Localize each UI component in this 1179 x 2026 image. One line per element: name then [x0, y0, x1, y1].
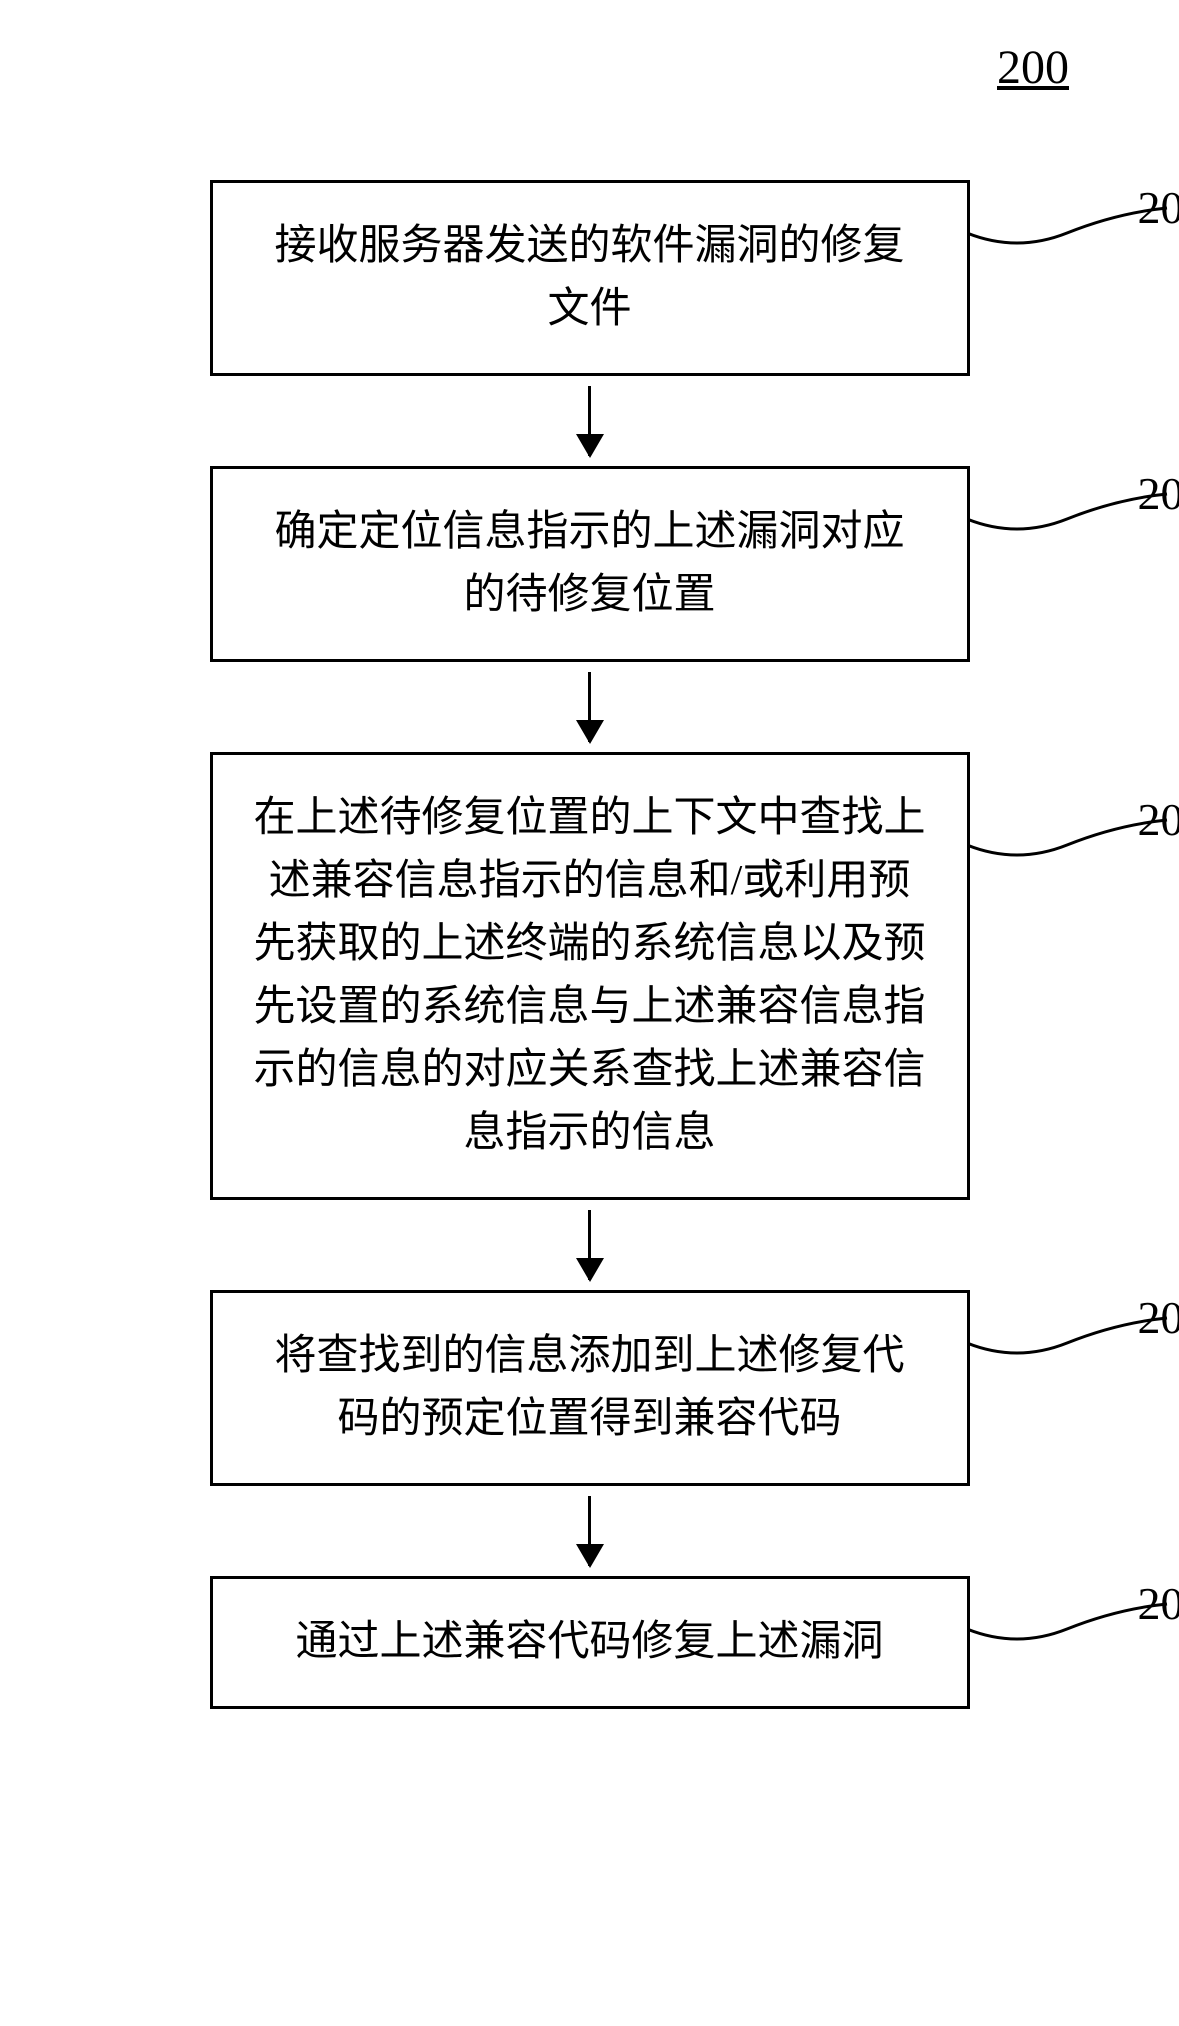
flow-step-205: 通过上述兼容代码修复上述漏洞 205: [210, 1576, 970, 1709]
flowchart: 接收服务器发送的软件漏洞的修复文件 201 确定定位信息指示的上述漏洞对应的待修…: [60, 180, 1119, 1709]
step-label: 204: [1138, 1283, 1179, 1352]
flow-step-202: 确定定位信息指示的上述漏洞对应的待修复位置 202: [210, 466, 970, 662]
flow-step-203: 在上述待修复位置的上下文中查找上述兼容信息指示的信息和/或利用预先获取的上述终端…: [210, 752, 970, 1200]
arrow-down-icon: [588, 672, 591, 742]
step-label: 205: [1138, 1569, 1179, 1638]
diagram-id-title: 200: [997, 40, 1069, 95]
arrow-down-icon: [588, 1496, 591, 1566]
flow-step-204: 将查找到的信息添加到上述修复代码的预定位置得到兼容代码 204: [210, 1290, 970, 1486]
arrow-connector: [588, 1200, 591, 1290]
flow-step-text: 通过上述兼容代码修复上述漏洞: [295, 1619, 883, 1665]
flow-step-text: 接收服务器发送的软件漏洞的修复文件: [274, 223, 904, 332]
step-label: 202: [1138, 459, 1179, 528]
arrow-down-icon: [588, 386, 591, 456]
arrow-down-icon: [588, 1210, 591, 1280]
flow-step-text: 在上述待修复位置的上下文中查找上述兼容信息指示的信息和/或利用预先获取的上述终端…: [253, 795, 925, 1156]
step-label: 201: [1138, 173, 1179, 242]
flow-step-text: 将查找到的信息添加到上述修复代码的预定位置得到兼容代码: [274, 1333, 904, 1442]
flow-step-201: 接收服务器发送的软件漏洞的修复文件 201: [210, 180, 970, 376]
arrow-connector: [588, 376, 591, 466]
arrow-connector: [588, 662, 591, 752]
flow-step-text: 确定定位信息指示的上述漏洞对应的待修复位置: [274, 509, 904, 618]
arrow-connector: [588, 1486, 591, 1576]
step-label: 203: [1138, 785, 1179, 854]
